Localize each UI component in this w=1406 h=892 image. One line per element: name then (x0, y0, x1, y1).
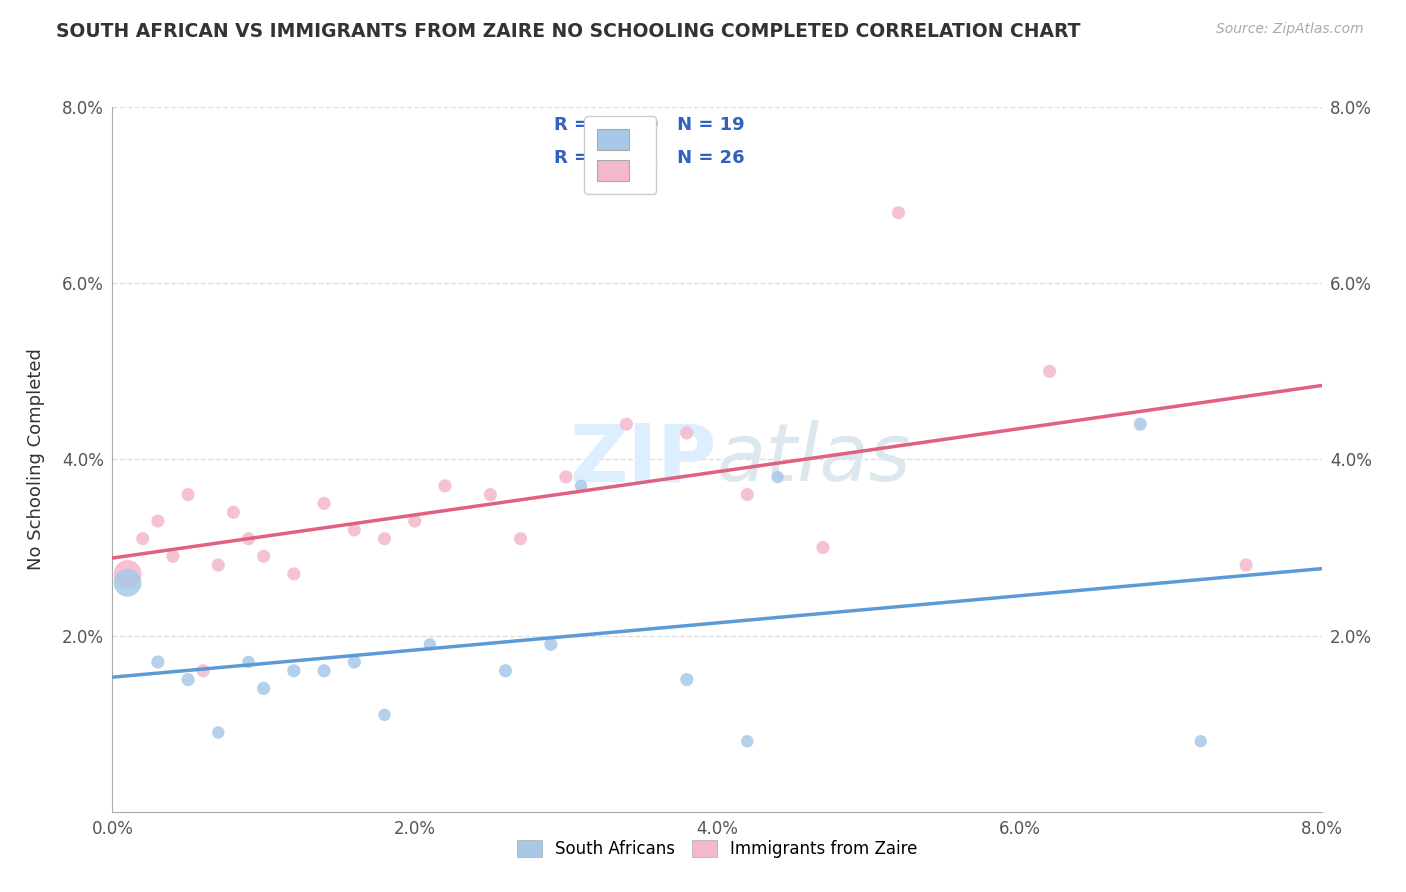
Point (887, 205, 910, 219)
Point (675, 673, 697, 687)
Point (1129, 417, 1152, 432)
Point (495, 664, 517, 678)
Point (191, 664, 215, 678)
Point (283, 664, 305, 678)
Y-axis label: No Schooling Completed: No Schooling Completed (28, 349, 45, 570)
Text: R =  0.391   N = 26: R = 0.391 N = 26 (554, 150, 744, 168)
Point (433, 479, 456, 493)
Point (616, 417, 638, 432)
Point (569, 479, 592, 493)
Point (117, 575, 139, 590)
Point (238, 532, 260, 546)
Point (373, 532, 396, 546)
Legend: South Africans, Immigrants from Zaire: South Africans, Immigrants from Zaire (509, 832, 925, 867)
Point (479, 487, 502, 501)
Point (1038, 364, 1062, 378)
Point (766, 470, 789, 484)
Point (312, 496, 335, 510)
Point (146, 655, 169, 669)
Point (117, 566, 139, 581)
Text: atlas: atlas (717, 420, 912, 499)
Point (419, 637, 441, 651)
Point (509, 532, 531, 546)
Text: Source: ZipAtlas.com: Source: ZipAtlas.com (1216, 22, 1364, 37)
Point (238, 655, 260, 669)
Text: R =  0.240   N = 19: R = 0.240 N = 19 (554, 116, 744, 134)
Point (162, 549, 184, 564)
Point (207, 725, 229, 739)
Point (737, 734, 759, 748)
Point (1234, 558, 1257, 573)
Point (373, 707, 396, 722)
Point (253, 681, 276, 696)
Point (132, 532, 155, 546)
Text: ZIP: ZIP (569, 420, 717, 499)
Point (343, 655, 366, 669)
Point (283, 566, 305, 581)
Text: SOUTH AFRICAN VS IMMIGRANTS FROM ZAIRE NO SCHOOLING COMPLETED CORRELATION CHART: SOUTH AFRICAN VS IMMIGRANTS FROM ZAIRE N… (56, 22, 1081, 41)
Point (1189, 734, 1212, 748)
Point (675, 425, 697, 440)
Point (312, 664, 335, 678)
Point (343, 523, 366, 537)
Point (207, 558, 229, 573)
Point (554, 470, 576, 484)
Point (253, 549, 276, 564)
Point (404, 514, 426, 528)
Point (811, 541, 834, 555)
Point (540, 637, 562, 651)
Point (177, 673, 200, 687)
Point (146, 514, 169, 528)
Point (222, 505, 245, 519)
Point (737, 487, 759, 501)
Point (177, 487, 200, 501)
